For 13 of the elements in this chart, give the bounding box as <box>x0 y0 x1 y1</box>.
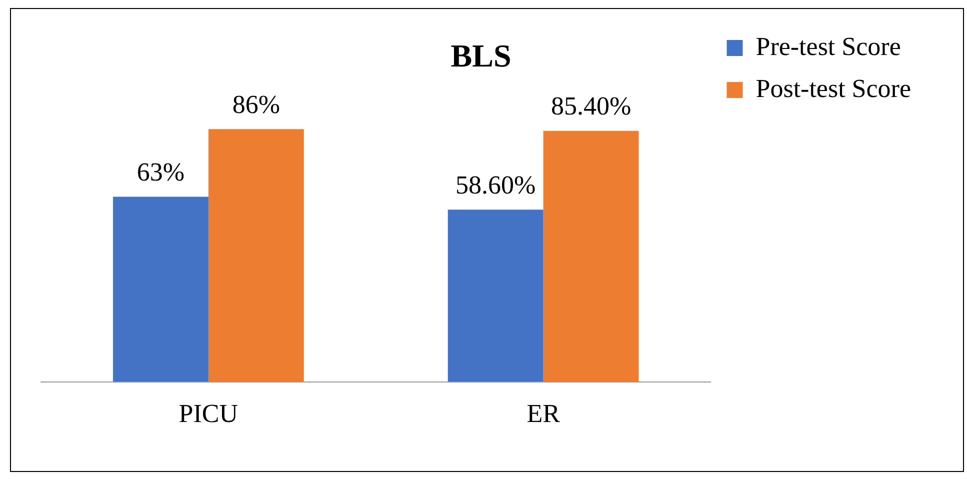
bar <box>448 210 544 382</box>
bar <box>112 196 208 382</box>
chart-title: BLS <box>450 37 512 74</box>
data-label: 63% <box>136 158 185 187</box>
legend-label: Pre-test Score <box>756 32 901 61</box>
x-tick-label: PICU <box>178 399 238 428</box>
data-label: 86% <box>232 90 280 119</box>
bar <box>543 130 639 382</box>
data-label: 58.60% <box>456 170 536 200</box>
legend-label: Post-test Score <box>756 74 911 103</box>
data-label: 85.40% <box>550 92 632 121</box>
x-tick-label: ER <box>526 399 561 428</box>
bar <box>208 129 304 382</box>
